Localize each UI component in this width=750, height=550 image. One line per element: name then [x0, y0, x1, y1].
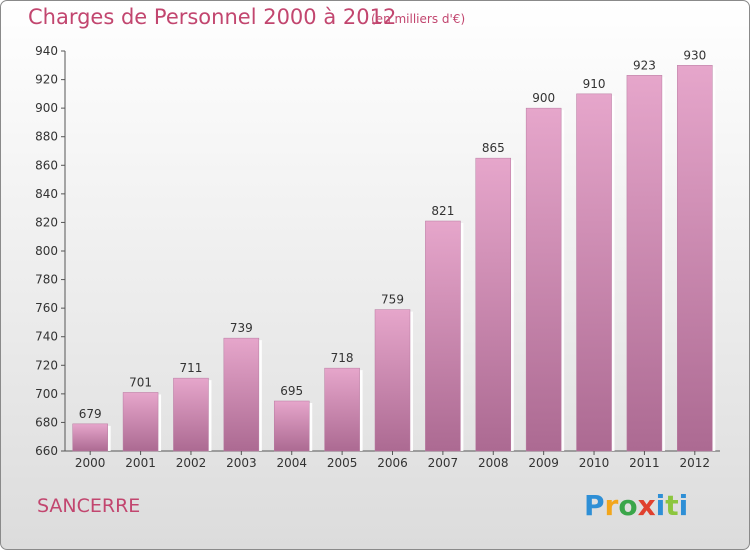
chart-title: Charges de Personnel 2000 à 2012 — [28, 5, 397, 29]
bar — [525, 107, 562, 452]
data-label: 701 — [129, 375, 152, 389]
bar — [626, 75, 663, 452]
bar — [677, 65, 713, 452]
y-tick-label: 880 — [35, 130, 58, 144]
y-tick-label: 860 — [35, 158, 58, 172]
data-label: 930 — [683, 48, 706, 62]
logo-letter: x — [637, 489, 656, 522]
y-tick-label: 660 — [35, 444, 58, 458]
x-tick-label: 2011 — [629, 456, 660, 470]
y-tick-label: 680 — [35, 415, 58, 429]
data-label: 679 — [79, 407, 102, 421]
x-tick-label: 2008 — [478, 456, 509, 470]
x-tick-label: 2000 — [75, 456, 106, 470]
bar — [374, 309, 411, 452]
data-label: 923 — [633, 58, 656, 72]
y-tick-label: 760 — [35, 301, 58, 315]
y-tick-label: 940 — [35, 44, 58, 58]
y-tick-label: 720 — [35, 358, 58, 372]
data-label: 759 — [381, 293, 404, 307]
x-tick-label: 2002 — [176, 456, 207, 470]
y-tick-label: 820 — [35, 215, 58, 229]
proxiti-logo: Proxiti — [584, 489, 688, 522]
data-label: 900 — [532, 91, 555, 105]
data-label: 865 — [482, 141, 505, 155]
x-tick-label: 2003 — [226, 456, 257, 470]
bar — [223, 337, 260, 452]
x-tick-label: 2009 — [528, 456, 559, 470]
bar — [72, 423, 108, 452]
bar — [324, 367, 360, 452]
chart-subtitle: (en milliers d'€) — [371, 12, 466, 26]
x-tick-label: 2006 — [377, 456, 408, 470]
bar — [475, 157, 512, 452]
x-tick-label: 2004 — [276, 456, 307, 470]
y-tick-label: 800 — [35, 244, 58, 258]
x-tick-label: 2005 — [327, 456, 358, 470]
logo-letter: o — [618, 489, 638, 522]
logo-letter: P — [584, 489, 605, 522]
data-label: 711 — [180, 361, 203, 375]
data-label: 718 — [331, 351, 354, 365]
data-label: 910 — [583, 77, 606, 91]
data-label: 739 — [230, 321, 253, 335]
y-tick-label: 900 — [35, 101, 58, 115]
bar — [122, 392, 159, 452]
y-tick-label: 740 — [35, 330, 58, 344]
x-tick-label: 2010 — [579, 456, 610, 470]
place-name: SANCERRE — [37, 495, 141, 517]
bar — [173, 377, 209, 452]
logo-letter: i — [655, 489, 666, 522]
y-tick-label: 780 — [35, 273, 58, 287]
bar — [425, 220, 461, 452]
bar — [576, 93, 612, 452]
bar — [273, 400, 310, 452]
x-tick-label: 2007 — [428, 456, 459, 470]
x-tick-label: 2012 — [680, 456, 711, 470]
y-tick-label: 700 — [35, 387, 58, 401]
x-tick-label: 2001 — [125, 456, 156, 470]
y-tick-label: 920 — [35, 73, 58, 87]
logo-letter: r — [604, 489, 619, 522]
data-label: 695 — [280, 384, 303, 398]
data-label: 821 — [431, 204, 454, 218]
logo-letter: t — [665, 489, 679, 522]
y-tick-label: 840 — [35, 187, 58, 201]
logo-letter: i — [678, 489, 689, 522]
